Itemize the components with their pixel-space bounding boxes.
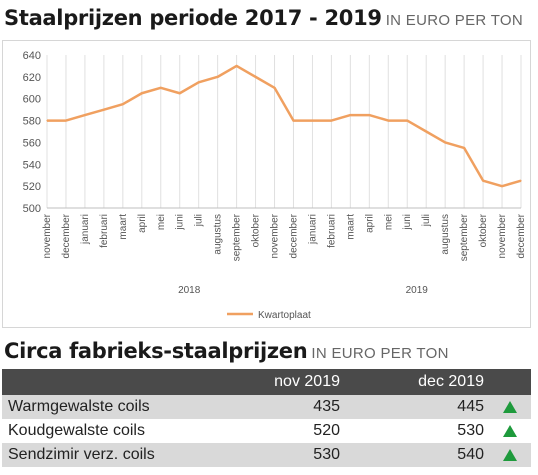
year-label: 2018: [178, 285, 201, 296]
row-dec-value: 530: [457, 422, 484, 439]
x-tick-label: juni: [175, 214, 186, 231]
line-chart: 500 520 540 560 580 600 620 640 november december…: [23, 50, 527, 321]
x-tick-label: augustus: [213, 214, 224, 255]
x-tick-label: januari: [80, 214, 91, 245]
x-tick-label: december: [516, 213, 527, 258]
up-arrow-icon: [503, 449, 517, 461]
title-unit: IN EURO PER TON: [385, 12, 524, 29]
x-tick-label: juli: [194, 214, 205, 227]
legend-label: Kwartoplaat: [258, 310, 311, 321]
page-title: Staalprijzen periode 2017 - 2019 IN EURO …: [4, 6, 523, 30]
x-tick-label: maart: [345, 214, 356, 240]
data-point: [406, 119, 408, 122]
x-tick-label: september: [232, 213, 243, 261]
up-arrow-icon: [503, 401, 517, 413]
y-tick-label: 580: [23, 116, 41, 128]
table-header: nov 2019 dec 2019: [2, 369, 531, 395]
row-dec-value: 540: [457, 446, 484, 463]
column-header-nov: nov 2019: [274, 373, 340, 390]
table-title-text: Circa fabrieks-staalprijzen: [4, 339, 308, 363]
data-point: [463, 147, 465, 149]
y-tick-label: 620: [23, 72, 41, 84]
column-header-dec: dec 2019: [418, 373, 484, 390]
data-point: [349, 114, 351, 116]
row-name: Sendzimir verz. coils: [8, 446, 155, 463]
data-point: [311, 119, 314, 122]
x-tick-label: mei: [156, 214, 167, 230]
x-tick-label: april: [364, 214, 375, 233]
x-tick-label: april: [137, 214, 148, 233]
row-nov-value: 530: [313, 446, 340, 463]
y-tick-label: 600: [23, 94, 41, 106]
data-point: [387, 119, 389, 122]
year-label: 2019: [406, 285, 429, 296]
data-point: [520, 180, 522, 182]
x-tick-label: februari: [99, 214, 110, 248]
data-point: [236, 65, 238, 67]
y-tick-label: 520: [23, 181, 41, 193]
x-tick-label: mei: [383, 214, 394, 230]
x-tick-label: juni: [402, 214, 413, 231]
y-tick-label: 560: [23, 137, 41, 149]
table-title: Circa fabrieks-staalprijzen IN EURO PER T…: [4, 339, 449, 363]
data-point: [368, 114, 370, 116]
table-row: Koudgewalste coils 520 530: [2, 419, 531, 443]
row-name: Warmgewalste coils: [8, 398, 150, 415]
x-tick-label: augustus: [440, 214, 451, 255]
data-point: [141, 92, 143, 94]
x-tick-label: januari: [307, 214, 318, 245]
x-tick-label: oktober: [251, 213, 262, 247]
data-point: [217, 76, 219, 78]
data-point: [179, 92, 181, 94]
x-tick-label: december: [288, 213, 299, 258]
y-tick-label: 540: [23, 159, 41, 171]
y-tick-label: 640: [23, 50, 41, 62]
data-point: [46, 119, 48, 122]
x-tick-label: december: [61, 213, 72, 258]
data-point: [198, 81, 200, 83]
data-point: [122, 103, 124, 105]
data-point: [103, 109, 105, 111]
data-point: [160, 87, 162, 89]
price-table: nov 2019 dec 2019 Warmgewalste coils 435…: [2, 369, 531, 467]
row-nov-value: 520: [313, 422, 340, 439]
x-tick-label: maart: [118, 214, 129, 240]
x-tick-label: februari: [326, 214, 337, 248]
data-point: [254, 76, 257, 78]
data-point: [84, 114, 86, 116]
up-arrow-icon: [503, 425, 517, 437]
x-tick-label: november: [270, 213, 281, 258]
row-nov-value: 435: [313, 398, 340, 415]
chart-panel: 500 520 540 560 580 600 620 640 november december…: [2, 40, 531, 328]
table-row: Warmgewalste coils 435 445: [2, 395, 531, 419]
data-point: [292, 119, 295, 122]
x-tick-label: september: [459, 213, 470, 261]
data-point: [65, 119, 67, 122]
data-point: [330, 119, 332, 122]
data-point: [482, 180, 484, 182]
row-dec-value: 445: [457, 398, 484, 415]
data-point: [444, 141, 446, 144]
x-tick-label: november: [497, 213, 508, 258]
data-point: [273, 87, 276, 89]
data-point: [425, 130, 427, 133]
row-name: Koudgewalste coils: [8, 422, 145, 439]
data-point: [501, 185, 503, 187]
y-tick-label: 500: [23, 203, 41, 215]
x-tick-label: oktober: [478, 213, 489, 247]
title-text: Staalprijzen periode 2017 - 2019: [4, 6, 382, 30]
series-line: [47, 64, 522, 188]
table-row: Sendzimir verz. coils 530 540: [2, 443, 531, 467]
x-tick-label: november: [42, 213, 53, 258]
table-title-unit: IN EURO PER TON: [311, 345, 449, 362]
x-tick-label: juli: [421, 214, 432, 227]
